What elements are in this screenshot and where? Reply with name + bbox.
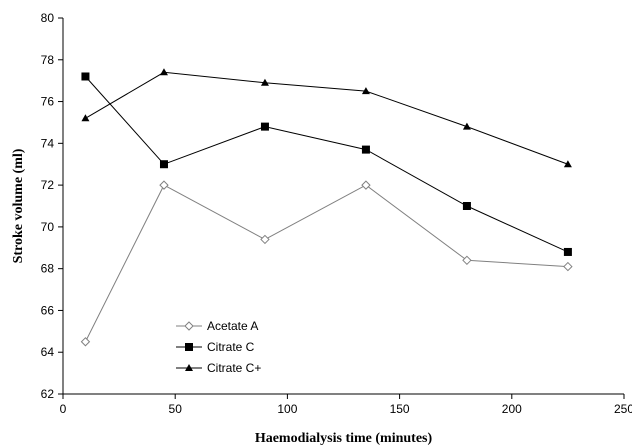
data-point-marker <box>184 321 194 331</box>
series-acetate-a <box>80 180 573 347</box>
data-point-marker <box>159 68 168 76</box>
x-axis-title: Haemodialysis time (minutes) <box>255 431 433 446</box>
data-point-marker <box>361 180 371 190</box>
data-point-marker <box>260 234 270 245</box>
data-point-marker <box>185 343 193 351</box>
data-point-marker <box>260 122 269 131</box>
y-tick-label: 68 <box>41 262 55 276</box>
legend-item: Citrate C+ <box>176 361 261 375</box>
y-tick-label: 76 <box>41 95 55 109</box>
data-point-marker <box>159 180 169 190</box>
x-tick-label: 100 <box>277 402 297 416</box>
y-tick-label: 66 <box>41 303 55 317</box>
y-tick-label: 70 <box>41 220 55 234</box>
x-tick-label: 150 <box>390 402 410 416</box>
data-point-marker <box>260 78 269 86</box>
y-tick-label: 74 <box>41 136 55 150</box>
legend-label: Citrate C <box>207 340 255 354</box>
series-layer <box>80 68 573 347</box>
y-tick-label: 64 <box>41 345 55 359</box>
series-line <box>84 184 568 343</box>
data-point-marker <box>159 160 168 169</box>
y-tick-label: 62 <box>41 387 55 401</box>
data-point-marker <box>80 337 91 347</box>
data-point-marker <box>361 87 370 95</box>
data-point-marker <box>81 114 90 122</box>
series-citrate-c <box>81 68 572 168</box>
series-citrate-c <box>81 72 572 256</box>
x-tick-label: 250 <box>614 402 632 416</box>
y-tick-label: 72 <box>41 178 55 192</box>
data-point-marker <box>361 145 370 154</box>
y-axis-title: Stroke volume (ml) <box>11 148 26 263</box>
y-tick-label: 80 <box>41 11 55 25</box>
x-tick-label: 0 <box>60 402 67 416</box>
data-point-marker <box>462 202 471 210</box>
data-point-marker <box>462 255 472 266</box>
ticks: 62 64 66 68 70 72 74 76 78 80 0 50 100 150 200 250 <box>41 11 632 416</box>
data-point-marker <box>563 160 572 168</box>
series-line <box>85 71 569 165</box>
x-tick-label: 200 <box>502 402 522 416</box>
x-tick-label: 50 <box>169 402 183 416</box>
data-point-marker <box>185 364 193 371</box>
y-tick-label: 78 <box>41 53 55 67</box>
series-line <box>85 76 569 253</box>
axes <box>62 18 624 395</box>
data-point-marker <box>462 122 471 130</box>
legend: Acetate A Citrate C Citrate C+ <box>176 319 261 375</box>
legend-item: Citrate C <box>176 340 255 354</box>
legend-label: Acetate A <box>207 319 258 333</box>
legend-item: Acetate A <box>176 319 258 333</box>
data-point-marker <box>81 72 90 81</box>
data-point-marker <box>563 247 572 256</box>
legend-label: Citrate C+ <box>207 361 261 375</box>
data-point-marker <box>563 261 573 272</box>
